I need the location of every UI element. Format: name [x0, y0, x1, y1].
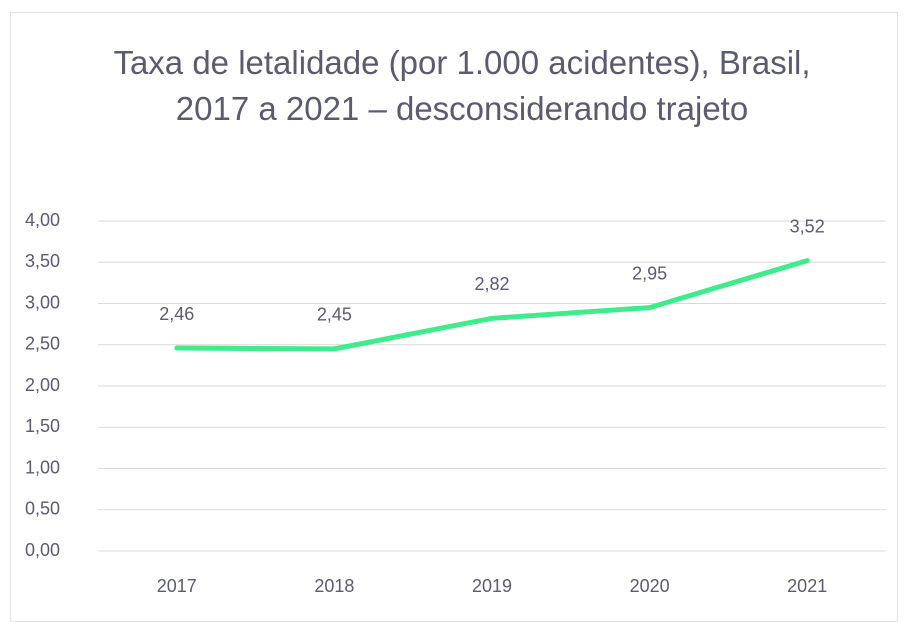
y-tick-label: 4,00 [25, 210, 60, 230]
x-tick-label: 2019 [472, 576, 512, 596]
x-tick-label: 2018 [314, 576, 354, 596]
y-tick-label: 0,00 [25, 540, 60, 560]
y-tick-label: 1,00 [25, 457, 60, 477]
data-label: 2,82 [474, 274, 509, 294]
y-tick-label: 3,50 [25, 251, 60, 271]
data-line [174, 258, 810, 352]
y-tick-label: 1,50 [25, 416, 60, 436]
x-tick-label: 2017 [157, 576, 197, 596]
data-label: 2,46 [159, 304, 194, 324]
y-tick-label: 2,50 [25, 334, 60, 354]
y-tick-label: 2,00 [25, 375, 60, 395]
x-tick-label: 2021 [787, 576, 827, 596]
y-tick-label: 0,50 [25, 499, 60, 519]
data-label: 3,52 [790, 216, 825, 236]
x-tick-label: 2020 [630, 576, 670, 596]
y-tick-label: 3,00 [25, 292, 60, 312]
chart-title: Taxa de letalidade (por 1.000 acidentes)… [113, 44, 811, 127]
data-label: 2,95 [632, 263, 667, 283]
data-label: 2,45 [317, 305, 352, 325]
